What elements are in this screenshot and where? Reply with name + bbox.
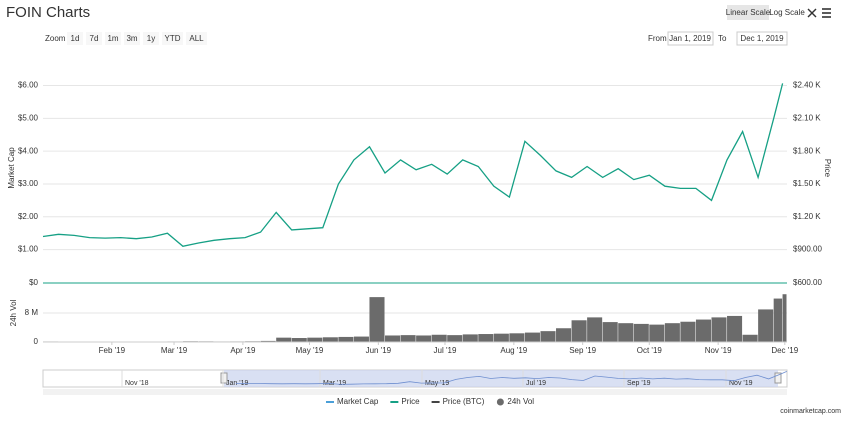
y-tick-label: $4.00: [18, 146, 39, 155]
to-label: To: [718, 34, 727, 43]
volume-bar: [494, 334, 509, 342]
volume-bar: [587, 317, 602, 342]
y-tick-label: $3.00: [18, 179, 39, 188]
legend: Market Cap Price Price (BTC) 24h Vol: [326, 397, 534, 406]
from-label: From: [648, 34, 667, 43]
edge-label: $600.00: [793, 278, 822, 287]
y2-axis-title: Price: [823, 159, 832, 178]
x-tick-label: Mar '19: [161, 346, 188, 355]
volume-bar: [509, 333, 524, 342]
volume-bar: [727, 316, 742, 342]
x-tick-label: Sep '19: [569, 346, 596, 355]
navigator-label: Jul '19: [526, 380, 546, 387]
legend-label[interactable]: Market Cap: [337, 397, 379, 406]
volume-bar: [696, 320, 711, 342]
volume-bar: [432, 335, 447, 342]
zoom-button[interactable]: 3m: [126, 34, 137, 43]
x-tick-label: Feb '19: [99, 346, 126, 355]
volume-bar: [416, 335, 431, 342]
scrollbar[interactable]: [43, 389, 787, 395]
zoom-label: Zoom: [45, 34, 66, 43]
volume-bar: [572, 320, 587, 342]
volume-bar: [603, 322, 618, 342]
x-tick-label: Jul '19: [434, 346, 457, 355]
zoom-button[interactable]: 7d: [90, 34, 99, 43]
legend-label[interactable]: 24h Vol: [507, 397, 534, 406]
zoom-buttons: 1d 7d 1m 3m 1y YTD ALL: [67, 32, 207, 45]
y-axis-title: Market Cap: [7, 147, 16, 189]
legend-label[interactable]: Price (BTC): [443, 397, 485, 406]
x-tick-label: Nov '19: [705, 346, 732, 355]
y2-tick-label: $2.40 K: [793, 81, 821, 90]
volume-bar: [525, 333, 540, 342]
x-tick-label: Apr '19: [230, 346, 256, 355]
y-tick-label: $6.00: [18, 81, 39, 90]
scale-button[interactable]: Linear Scale: [726, 8, 771, 17]
menu-icon[interactable]: [822, 9, 831, 17]
price-line: [43, 83, 783, 246]
y2-tick-label: $1.20 K: [793, 212, 821, 221]
x-tick-label: May '19: [296, 346, 324, 355]
volume-bar: [447, 335, 462, 342]
zoom-button[interactable]: ALL: [189, 34, 204, 43]
y-tick-label: $2.00: [18, 212, 39, 221]
to-date[interactable]: Dec 1, 2019: [740, 34, 784, 43]
volume-bar: [711, 317, 726, 342]
volume-bar: [401, 335, 416, 342]
scale-button[interactable]: Log Scale: [769, 8, 805, 17]
volume-bar: [618, 323, 633, 342]
volume-bar: [276, 338, 291, 342]
x-tick-label: Oct '19: [637, 346, 663, 355]
y2-tick-label: $1.50 K: [793, 179, 821, 188]
volume-bar: [649, 325, 664, 342]
volume-bar: [680, 322, 695, 342]
x-tick-label: Dec '19: [771, 346, 798, 355]
navigator-label: Sep '19: [627, 380, 651, 387]
from-date[interactable]: Jan 1, 2019: [669, 34, 711, 43]
volume-bar: [385, 335, 400, 342]
volume-bar: [783, 294, 787, 342]
legend-marker[interactable]: [497, 399, 504, 406]
volume-bar: [478, 334, 493, 342]
y-tick-label: 8 M: [25, 308, 39, 317]
legend-label[interactable]: Price: [401, 397, 420, 406]
volume-bar: [665, 323, 680, 342]
x-tick-label: Jun '19: [366, 346, 392, 355]
x-tick-label: Aug '19: [500, 346, 527, 355]
chart-title: FOIN Charts: [6, 4, 90, 21]
volume-bar: [743, 335, 758, 342]
zoom-button[interactable]: 1m: [107, 34, 118, 43]
volume-bar: [338, 337, 353, 342]
volume-bar: [540, 331, 555, 342]
y2-tick-label: $1.80 K: [793, 146, 821, 155]
y-tick-label: $1.00: [18, 245, 39, 254]
navigator-label: Nov '18: [125, 380, 149, 387]
fullscreen-icon[interactable]: [808, 9, 816, 17]
volume-bar: [634, 324, 649, 342]
y-axis-title: 24h Vol: [9, 299, 18, 326]
volume-bar: [307, 338, 322, 342]
volume-bar: [369, 297, 384, 342]
y-tick-label: 0: [34, 337, 39, 346]
volume-bar: [323, 337, 338, 342]
zoom-button[interactable]: 1y: [147, 34, 155, 43]
y2-tick-label: $900.00: [793, 245, 822, 254]
edge-label: $0: [29, 278, 38, 287]
volume-bar: [556, 328, 571, 342]
volume-bar: [463, 334, 478, 342]
y2-tick-label: $2.10 K: [793, 113, 821, 122]
volume-bar: [354, 337, 369, 342]
credit: coinmarketcap.com: [780, 408, 841, 415]
volume-bar: [758, 309, 773, 342]
volume-bar: [774, 299, 782, 342]
volume-bar: [292, 338, 307, 342]
zoom-button[interactable]: YTD: [165, 34, 181, 43]
zoom-button[interactable]: 1d: [71, 34, 80, 43]
navigator-selection[interactable]: [224, 370, 778, 387]
y-tick-label: $5.00: [18, 113, 39, 122]
